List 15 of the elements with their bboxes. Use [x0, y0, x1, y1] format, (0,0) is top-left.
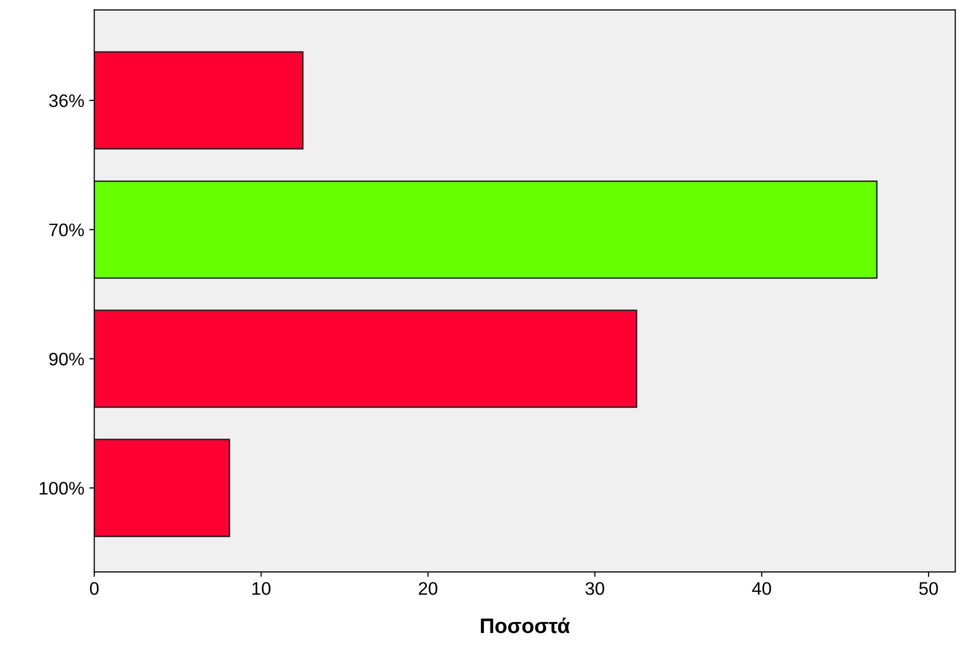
- y-tick-label: 100%: [40, 482, 84, 495]
- bar: [94, 310, 638, 408]
- x-tick-label: 50: [919, 582, 938, 595]
- x-tick-label: 10: [252, 582, 270, 595]
- y-tick-label: 90%: [49, 352, 84, 366]
- y-tick-label: 36%: [49, 94, 84, 108]
- bar: [94, 438, 230, 538]
- x-tick-label: 20: [418, 582, 438, 595]
- bar: [94, 51, 304, 150]
- x-tick-label: 40: [752, 582, 772, 595]
- x-tick-label: 30: [586, 582, 604, 595]
- x-tick-label: 0: [90, 582, 99, 595]
- x-axis-title: Ποσοστά: [480, 618, 570, 634]
- bar: [94, 180, 878, 279]
- y-tick-label: 70%: [49, 224, 84, 236]
